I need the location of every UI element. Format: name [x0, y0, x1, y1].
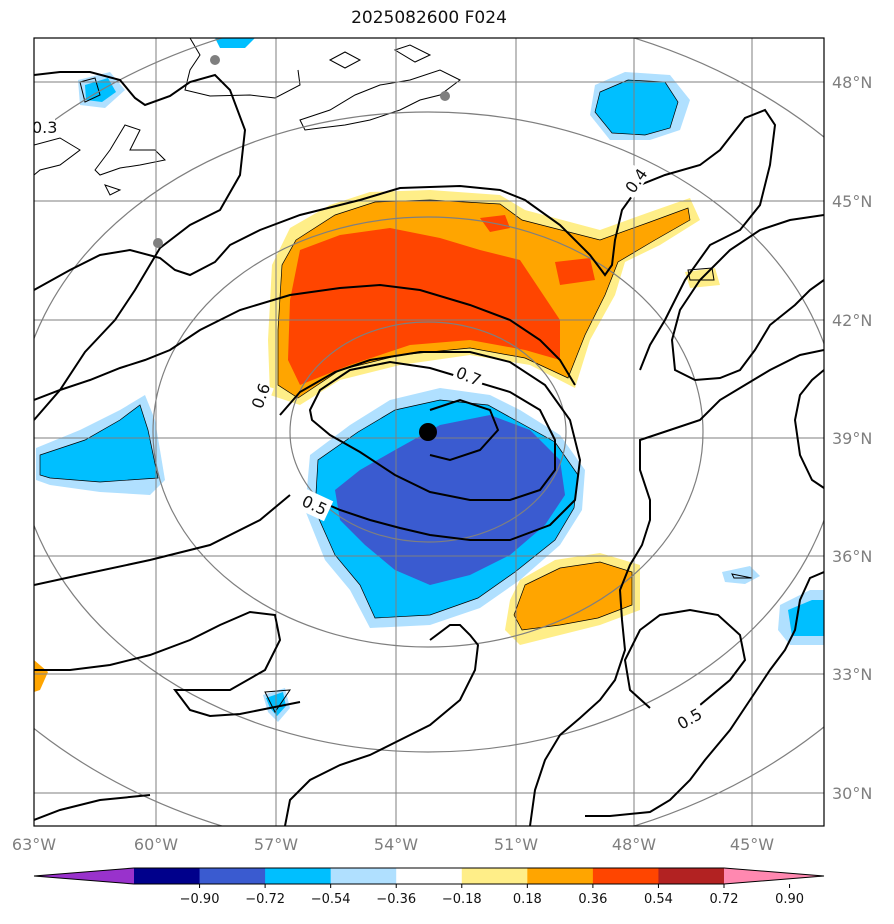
- colorbar-tick-label: −0.72: [245, 892, 285, 907]
- station-dot-icon: [210, 55, 220, 65]
- shaded-field: [34, 38, 824, 722]
- colorbar-extend-low: [34, 868, 134, 884]
- colorbar-tick-label: 0.54: [644, 892, 673, 907]
- lon-label: 60°W: [134, 835, 178, 854]
- lon-label: 57°W: [254, 835, 298, 854]
- station-dot-icon: [440, 91, 450, 101]
- colorbar-swatch: [265, 868, 332, 884]
- latitude-labels: 48°N 45°N 42°N 39°N 36°N 33°N 30°N: [832, 73, 872, 803]
- colorbar-tick-label: −0.90: [180, 892, 220, 907]
- colorbar-swatch: [461, 868, 528, 884]
- coastline: [34, 38, 753, 713]
- storm-center-icon: [419, 423, 437, 441]
- lat-label: 45°N: [832, 192, 872, 211]
- station-dot-icon: [153, 238, 163, 248]
- colorbar-swatch: [330, 868, 397, 884]
- colorbar-swatch: [396, 868, 463, 884]
- contours: [34, 71, 824, 826]
- figure-title: 2025082600 F024: [351, 8, 507, 28]
- colorbar-tick-label: −0.54: [311, 892, 351, 907]
- lat-label: 39°N: [832, 429, 872, 448]
- lon-label: 48°W: [612, 835, 656, 854]
- lat-label: 36°N: [832, 547, 872, 566]
- colorbar-swatch: [199, 868, 266, 884]
- graticule: [34, 38, 824, 826]
- lat-label: 42°N: [832, 311, 872, 330]
- colorbar-tick-label: −0.18: [442, 892, 482, 907]
- colorbar-outline: [33, 867, 825, 885]
- colorbar: −0.90 −0.72 −0.54 −0.36 −0.18 0.18 0.36 0.54 0.7…: [33, 867, 825, 907]
- colorbar-swatch: [527, 868, 594, 884]
- plot-frame: [33, 37, 825, 827]
- colorbar-swatch: [658, 868, 725, 884]
- colorbar-tick-label: 0.72: [710, 892, 739, 907]
- longitude-labels: 63°W 60°W 57°W 54°W 51°W 48°W 45°W: [12, 835, 774, 854]
- lat-label: 33°N: [832, 665, 872, 684]
- colorbar-extend-high: [724, 868, 824, 884]
- lon-label: 54°W: [374, 835, 418, 854]
- colorbar-swatch: [134, 868, 201, 884]
- contour-labels: 0.3 0.4 0.6 0.7 0.5 0.5: [32, 116, 709, 735]
- lon-label: 51°W: [494, 835, 538, 854]
- lon-label: 63°W: [12, 835, 56, 854]
- lat-label: 48°N: [832, 73, 872, 92]
- colorbar-tick-label: 0.18: [513, 892, 542, 907]
- lon-label: 45°W: [730, 835, 774, 854]
- colorbar-tick-label: 0.90: [775, 892, 804, 907]
- contour-label: 0.3: [32, 118, 57, 137]
- lat-label: 30°N: [832, 784, 872, 803]
- colorbar-tick-label: 0.36: [578, 892, 607, 907]
- colorbar-tick-label: −0.36: [376, 892, 416, 907]
- colorbar-swatch: [592, 868, 659, 884]
- range-rings: [34, 38, 824, 826]
- map-plot-area: 0.3 0.4 0.6 0.7 0.5 0.5: [32, 38, 824, 826]
